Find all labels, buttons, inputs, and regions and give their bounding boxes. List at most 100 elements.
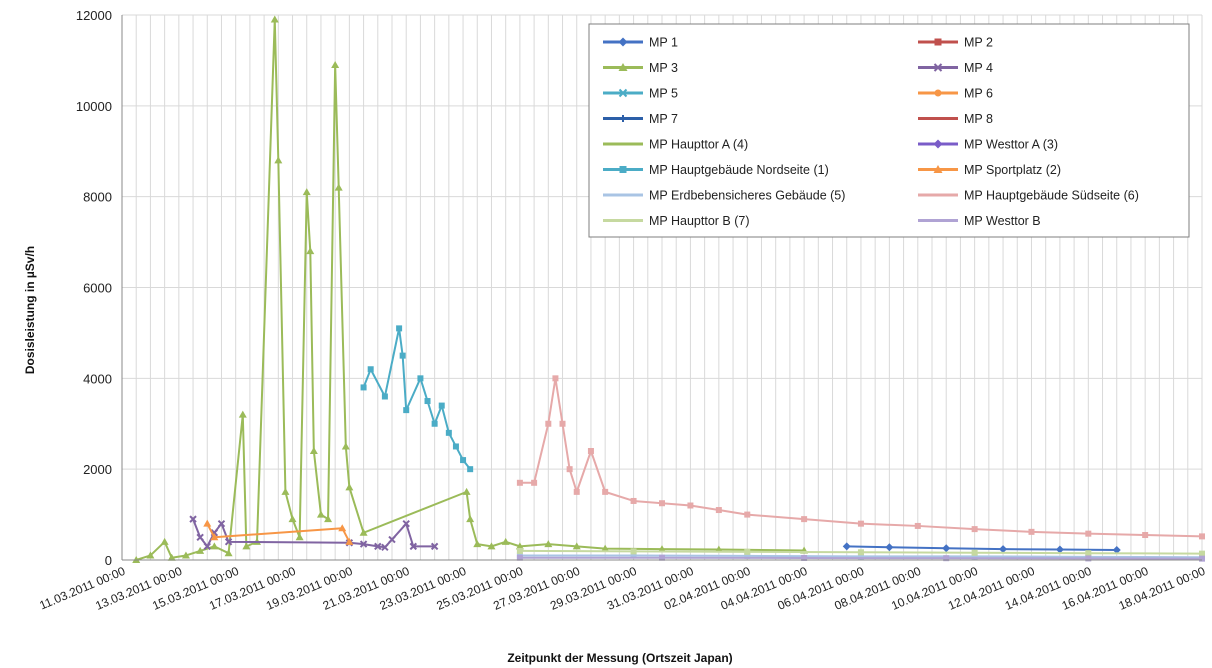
y-tick-label: 6000 <box>83 281 112 296</box>
data-point <box>210 542 219 550</box>
data-point <box>281 487 290 495</box>
data-point <box>324 515 333 523</box>
legend-label: MP 2 <box>964 36 993 50</box>
legend-label: MP Hauptgebäude Südseite (6) <box>964 189 1139 203</box>
legend-entry: MP Hauptgebäude Südseite (6) <box>918 189 1139 203</box>
data-point <box>270 15 279 23</box>
series-layer <box>132 15 1205 563</box>
data-point <box>306 247 315 255</box>
data-point <box>516 554 523 561</box>
legend-swatch-marker <box>618 37 628 47</box>
series-mp-1 <box>842 542 1121 555</box>
data-point <box>1199 533 1205 540</box>
data-point <box>1199 555 1205 562</box>
data-point <box>999 545 1008 554</box>
data-point <box>359 540 368 548</box>
data-point <box>1085 555 1092 562</box>
data-point <box>545 420 552 427</box>
data-point <box>160 537 169 545</box>
data-point <box>388 535 396 544</box>
legend-label: MP Westtor A (3) <box>964 138 1058 152</box>
data-point <box>744 548 751 555</box>
data-point <box>971 549 978 556</box>
legend-label: MP Hauptgebäude Nordseite (1) <box>649 163 829 177</box>
data-point <box>460 457 467 464</box>
legend-entry: MP Westtor A (3) <box>918 138 1058 152</box>
data-point <box>601 544 610 552</box>
data-point <box>572 542 581 550</box>
data-point <box>658 545 666 553</box>
legend-label: MP 8 <box>964 112 993 126</box>
data-point <box>659 554 665 561</box>
legend-swatch-marker <box>619 115 627 122</box>
data-point <box>801 554 808 561</box>
y-tick-label: 0 <box>105 553 112 568</box>
data-point <box>403 407 410 414</box>
legend-label: MP 6 <box>964 87 993 101</box>
data-point <box>274 156 283 164</box>
legend-box <box>588 23 1190 238</box>
data-point <box>501 537 510 545</box>
data-point <box>196 533 204 541</box>
series-mp-sportplatz-2- <box>203 519 354 545</box>
legend-entry: MP Haupttor A (4) <box>603 138 748 152</box>
legend-label: MP 7 <box>649 112 678 126</box>
series-mp-hauptgeb-ude-nordseite-1- <box>360 325 474 473</box>
legend-swatch-marker <box>619 166 627 173</box>
data-point <box>189 515 197 523</box>
data-point <box>302 188 311 196</box>
data-point <box>885 543 894 552</box>
legend-swatch-marker <box>934 38 942 46</box>
series-line <box>206 523 351 543</box>
axes <box>121 15 1202 561</box>
legend-label: MP 4 <box>964 61 993 75</box>
data-point <box>334 183 343 191</box>
data-point <box>224 538 233 546</box>
data-point <box>943 555 950 562</box>
legend-entry: MP Erdbebensicheres Gebäude (5) <box>603 189 845 203</box>
data-point <box>445 429 452 436</box>
data-point <box>360 384 367 391</box>
legend-label: MP 1 <box>649 36 678 50</box>
data-point <box>1199 550 1205 557</box>
data-point <box>424 398 431 405</box>
data-point <box>559 420 566 427</box>
series-mp-3 <box>132 15 809 563</box>
data-point <box>630 497 637 504</box>
data-point <box>602 488 609 495</box>
data-point <box>516 479 523 486</box>
data-point <box>1085 530 1092 537</box>
y-tick-label: 4000 <box>83 371 112 386</box>
data-point <box>203 542 211 551</box>
legend-swatch-marker <box>933 139 943 149</box>
data-point <box>487 542 496 550</box>
legend-swatch-marker <box>618 88 628 98</box>
data-point <box>1142 532 1149 539</box>
legend-label: MP Haupttor B (7) <box>649 214 750 228</box>
data-point <box>341 442 350 450</box>
legend-entry: MP 4 <box>918 61 993 75</box>
data-point <box>971 526 978 533</box>
data-point <box>345 537 354 545</box>
data-point <box>473 540 482 548</box>
y-tick-label: 2000 <box>83 462 112 477</box>
data-point <box>587 448 594 454</box>
legend-swatch-marker <box>618 63 628 71</box>
data-point <box>430 542 439 551</box>
legend-label: MP Westtor B <box>964 214 1041 228</box>
series-line <box>519 556 1203 560</box>
data-point <box>630 552 637 559</box>
data-point <box>842 542 851 551</box>
data-point <box>1028 528 1035 535</box>
data-point <box>417 375 424 382</box>
legend-entry: MP Westtor B <box>918 214 1041 228</box>
data-point <box>1112 546 1121 555</box>
data-point <box>438 402 445 409</box>
data-point <box>531 479 538 486</box>
data-point <box>409 542 418 551</box>
data-point <box>942 544 951 553</box>
data-point <box>367 366 374 373</box>
legend-entry: MP Haupttor B (7) <box>603 214 750 228</box>
y-tick-labels: 0 2000 4000 6000 8000 10000 12000 <box>76 8 112 568</box>
